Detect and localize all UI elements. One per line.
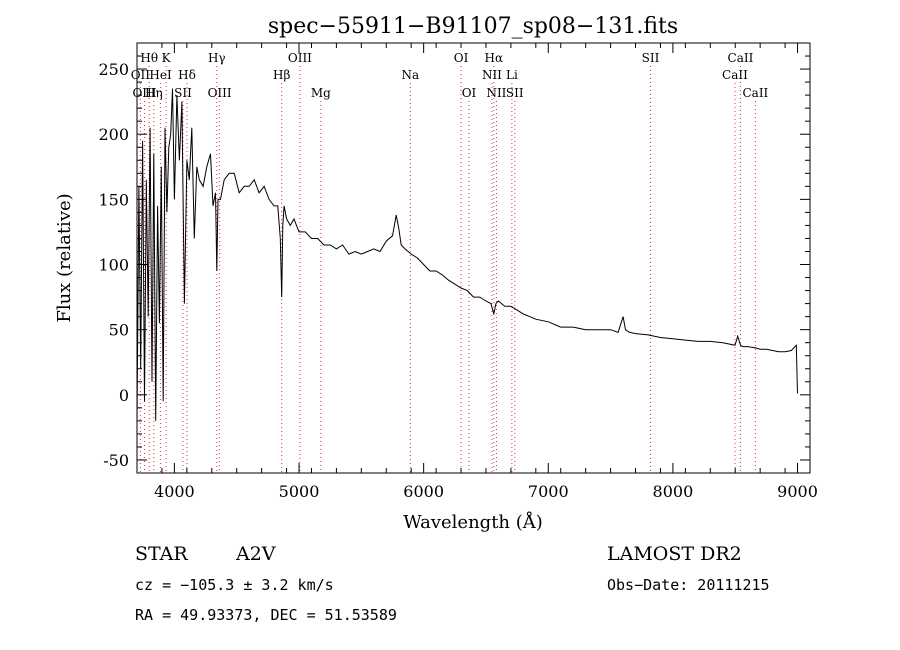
line-marker-label: CaII (742, 86, 768, 100)
line-marker-label: Hγ (208, 51, 226, 65)
y-axis-label: Flux (relative) (54, 193, 75, 322)
line-marker-label: Hη (145, 86, 163, 100)
chart-title: spec−55911−B91107_sp08−131.fits (268, 14, 678, 39)
x-tick-label: 9000 (777, 482, 818, 501)
line-marker-label: Hθ (140, 51, 158, 65)
class-label: STAR (135, 543, 188, 565)
line-marker-label: CaII (728, 51, 754, 65)
line-marker-label: Hα (485, 51, 504, 65)
x-tick-label: 7000 (528, 482, 569, 501)
y-tick-label: 150 (98, 190, 129, 209)
line-marker-label: NII (482, 68, 502, 82)
y-tick-label: 0 (119, 386, 129, 405)
obs-date-text: Obs−Date: 20111215 (607, 576, 770, 594)
line-marker-label: OI (462, 86, 477, 100)
line-marker-label: OIII (208, 86, 232, 100)
redshift-text: cz = −105.3 ± 3.2 km/s (135, 576, 334, 594)
x-axis-label: Wavelength (Å) (403, 511, 543, 533)
line-marker-label: OIII (132, 86, 156, 100)
series-layer (136, 88, 798, 421)
line-marker-label: CaII (722, 68, 748, 82)
line-marker-label: Hδ (178, 68, 196, 82)
x-tick-label: 4000 (154, 482, 195, 501)
line-marker-label: Hβ (273, 68, 290, 82)
y-tick-label: 200 (98, 125, 129, 144)
line-marker-label: NII (486, 86, 506, 100)
line-marker-label: OII (131, 68, 151, 82)
line-marker-label: Mg (311, 86, 331, 100)
y-tick-label: 100 (98, 256, 129, 275)
line-marker-label: SII (506, 86, 524, 100)
coords-text: RA = 49.93373, DEC = 51.53589 (135, 606, 397, 624)
line-marker-label: Na (401, 68, 419, 82)
line-marker-label: OI (454, 51, 469, 65)
line-marker-label: Li (506, 68, 518, 82)
axis-ticks: 4000 5000 6000 7000 8000 9000 -50 0 50 100 150 200 2… (98, 42, 818, 501)
spectrum-line (136, 88, 798, 421)
y-tick-label: -50 (103, 451, 129, 470)
line-marker-label: K (162, 51, 172, 65)
line-marker-label: SII (174, 86, 192, 100)
line-marker-label: SII (642, 51, 660, 65)
x-tick-label: 5000 (279, 482, 320, 501)
line-marker-label: OIII (288, 51, 312, 65)
x-tick-label: 8000 (653, 482, 694, 501)
y-tick-label: 250 (98, 60, 129, 79)
survey-label: LAMOST DR2 (607, 543, 742, 565)
subclass-label: A2V (235, 543, 276, 565)
plot-frame (136, 42, 811, 474)
y-tick-label: 50 (109, 321, 129, 340)
line-marker-label: HeI (149, 68, 172, 82)
x-tick-label: 6000 (403, 482, 444, 501)
